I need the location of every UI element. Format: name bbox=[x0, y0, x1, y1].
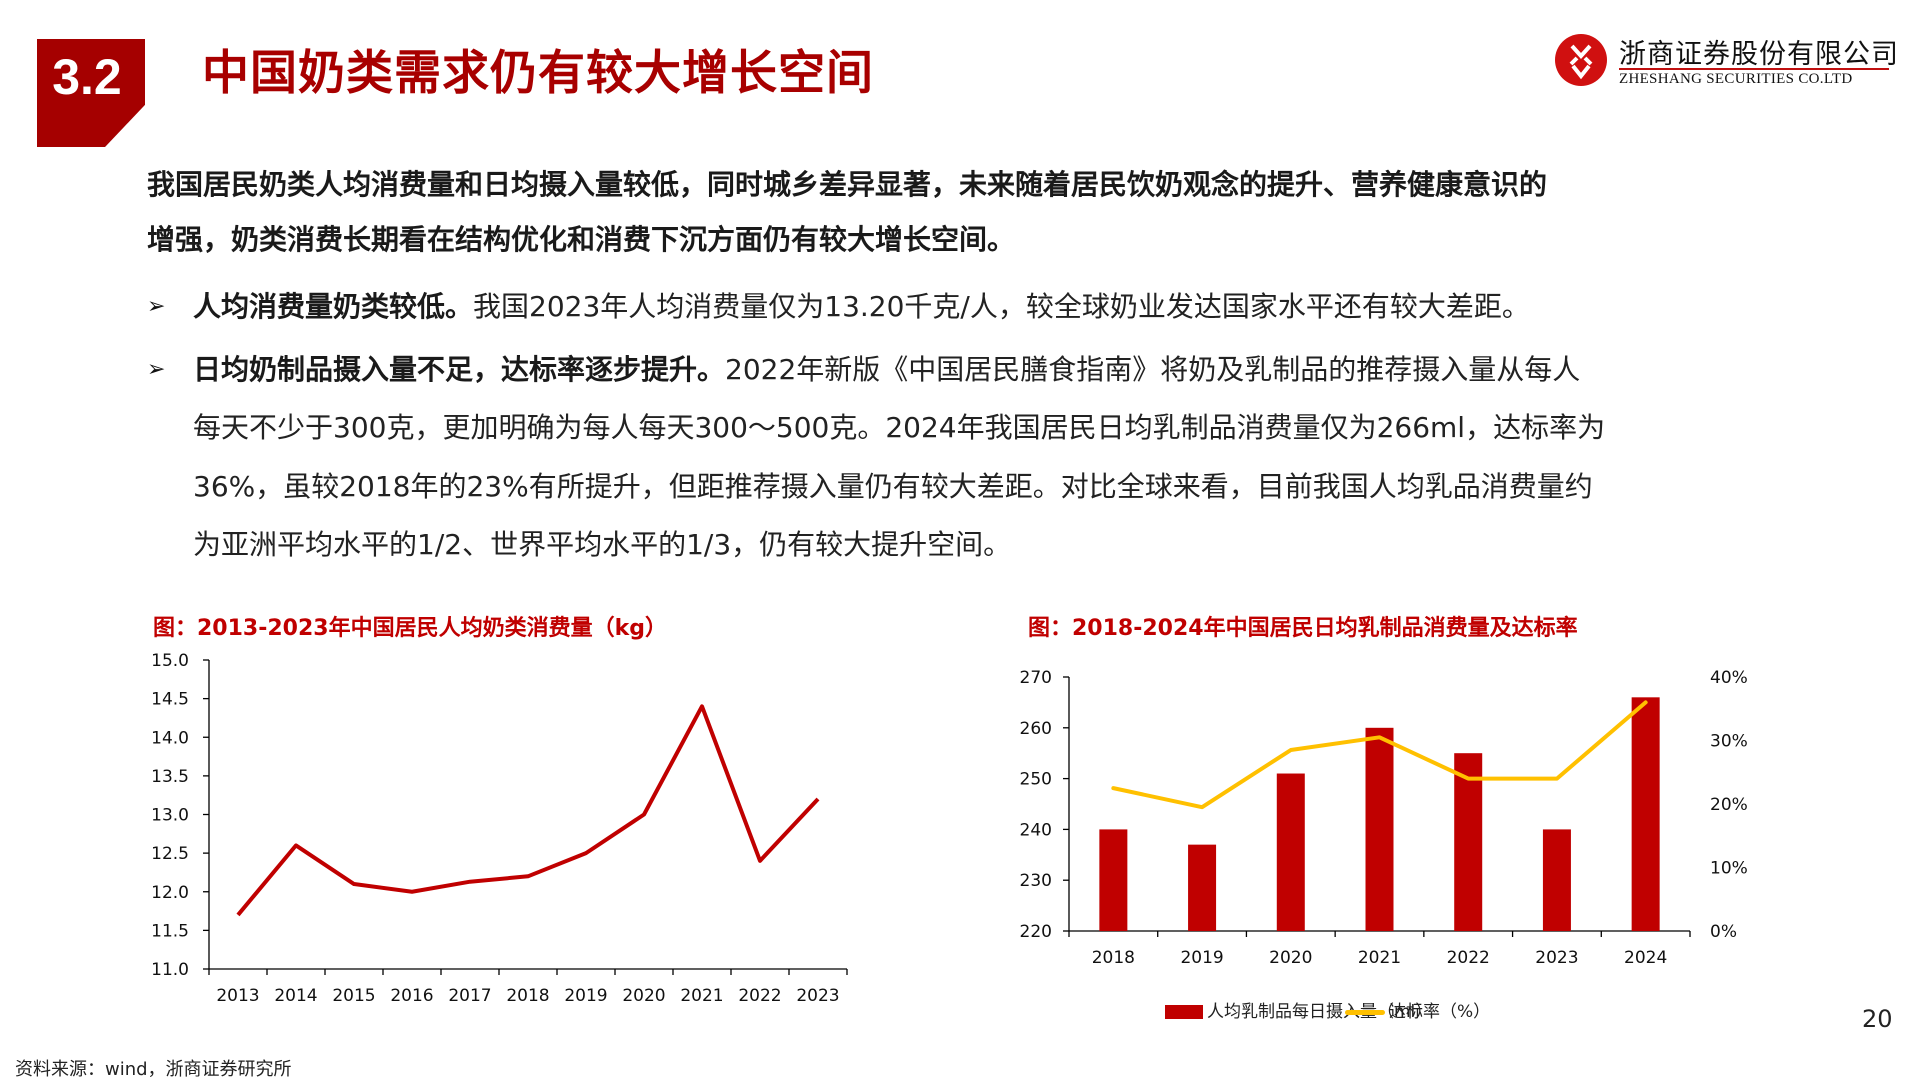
bullet-continuation: 36%，虽较2018年的23%有所提升，但距推荐摄入量仍有较大差距。对比全球来看… bbox=[193, 470, 1593, 503]
intake-bar bbox=[1188, 844, 1217, 931]
summary-line-1: 我国居民奶类人均消费量和日均摄入量较低，同时城乡差异显著，未来随着居民饮奶观念的… bbox=[147, 168, 1548, 201]
x-tick-label: 2020 bbox=[622, 986, 665, 1006]
bullet-continuation: 每天不少于300克，更加明确为每人每天300～500克。2024年我国居民日均乳… bbox=[193, 411, 1606, 444]
compliance-rate-line bbox=[1111, 700, 1648, 810]
y2-tick-label: 0% bbox=[1710, 922, 1737, 942]
logo-company-name-en: ZHESHANG SECURITIES CO.LTD bbox=[1619, 71, 1853, 87]
y-tick-label: 13.0 bbox=[151, 806, 189, 826]
y2-tick-label: 20% bbox=[1710, 795, 1748, 815]
x-tick-label: 2023 bbox=[1535, 948, 1578, 968]
x-tick-label: 2022 bbox=[738, 986, 781, 1006]
bullet-text: 我国2023年人均消费量仅为13.20千克/人，较全球奶业发达国家水平还有较大差… bbox=[473, 290, 1530, 323]
x-tick-label: 2020 bbox=[1269, 948, 1312, 968]
x-tick-label: 2021 bbox=[680, 986, 723, 1006]
logo-divider bbox=[1619, 68, 1889, 70]
y-tick-label: 11.0 bbox=[151, 960, 189, 980]
arrow-bullet-icon: ➢ bbox=[147, 294, 166, 319]
consumption-line bbox=[236, 704, 820, 917]
legend-item-bar: 人均乳制品每日摄入量（ml） bbox=[1165, 997, 1432, 1022]
y2-tick-label: 30% bbox=[1710, 732, 1748, 752]
y-tick-label: 240 bbox=[1020, 820, 1052, 840]
x-tick-label: 2019 bbox=[564, 986, 607, 1006]
x-tick-label: 2016 bbox=[390, 986, 433, 1006]
section-number-badge: 3.2 bbox=[37, 39, 145, 147]
chart-title-consumption: 图：2013-2023年中国居民人均奶类消费量（kg） bbox=[153, 616, 667, 641]
x-tick-label: 2022 bbox=[1447, 948, 1490, 968]
x-tick-label: 2021 bbox=[1358, 948, 1401, 968]
page-title: 中国奶类需求仍有较大增长空间 bbox=[202, 46, 874, 101]
y2-tick-label: 40% bbox=[1710, 668, 1748, 688]
y-tick-label: 15.0 bbox=[151, 651, 189, 671]
intake-bar bbox=[1542, 829, 1571, 931]
x-tick-label: 2014 bbox=[274, 986, 317, 1006]
y-tick-label: 220 bbox=[1020, 922, 1052, 942]
intake-bar bbox=[1099, 829, 1128, 931]
legend-label: 达标率（%） bbox=[1389, 1002, 1491, 1022]
chart-title-dairy-intake: 图：2018-2024年中国居民日均乳制品消费量及达标率 bbox=[1028, 616, 1578, 641]
logo-emblem-icon bbox=[1555, 34, 1607, 86]
section-number: 3.2 bbox=[52, 49, 122, 105]
intake-bar bbox=[1454, 753, 1483, 931]
y-tick-label: 270 bbox=[1020, 668, 1052, 688]
y-tick-label: 12.5 bbox=[151, 844, 189, 864]
y-tick-label: 14.0 bbox=[151, 728, 189, 748]
x-tick-label: 2018 bbox=[1092, 948, 1135, 968]
bullet-item: ➢ 日均奶制品摄入量不足，达标率逐步提升。2022年新版《中国居民膳食指南》将奶… bbox=[147, 350, 1807, 390]
logo-company-name-cn: 浙商证券股份有限公司 bbox=[1619, 39, 1899, 70]
y2-tick-label: 10% bbox=[1710, 859, 1748, 879]
x-tick-label: 2015 bbox=[332, 986, 375, 1006]
legend-line-swatch bbox=[1345, 1009, 1385, 1015]
intake-bar bbox=[1631, 697, 1660, 931]
bullet-heading: 日均奶制品摄入量不足，达标率逐步提升。 bbox=[193, 353, 726, 386]
source-note: 资料来源：wind，浙商证券研究所 bbox=[15, 1059, 292, 1080]
legend-bar-swatch bbox=[1165, 1005, 1203, 1019]
arrow-bullet-icon: ➢ bbox=[147, 357, 166, 382]
y-tick-label: 250 bbox=[1020, 770, 1052, 790]
x-tick-label: 2013 bbox=[216, 986, 259, 1006]
intake-bar bbox=[1276, 773, 1305, 931]
y-tick-label: 14.5 bbox=[151, 690, 189, 710]
y-tick-label: 11.5 bbox=[151, 921, 189, 941]
bullet-continuation: 为亚洲平均水平的1/2、世界平均水平的1/3，仍有较大提升空间。 bbox=[193, 528, 1012, 561]
bullet-item: ➢ 人均消费量奶类较低。我国2023年人均消费量仅为13.20千克/人，较全球奶… bbox=[147, 287, 1807, 327]
company-logo: 浙商证券股份有限公司 ZHESHANG SECURITIES CO.LTD bbox=[1555, 32, 1898, 92]
y-tick-label: 13.5 bbox=[151, 767, 189, 787]
x-tick-label: 2018 bbox=[506, 986, 549, 1006]
x-tick-label: 2019 bbox=[1180, 948, 1223, 968]
page-number: 20 bbox=[1862, 1005, 1893, 1033]
legend-item-line: 达标率（%） bbox=[1345, 997, 1490, 1022]
y-tick-label: 260 bbox=[1020, 719, 1052, 739]
intake-bar bbox=[1365, 727, 1394, 931]
x-tick-label: 2024 bbox=[1624, 948, 1667, 968]
bullet-heading: 人均消费量奶类较低。 bbox=[193, 290, 474, 323]
y-tick-label: 12.0 bbox=[151, 883, 189, 903]
summary-line-2: 增强，奶类消费长期看在结构优化和消费下沉方面仍有较大增长空间。 bbox=[147, 223, 1016, 256]
x-tick-label: 2017 bbox=[448, 986, 491, 1006]
legend-label: 人均乳制品每日摄入量（ml） bbox=[1207, 1002, 1433, 1022]
x-tick-label: 2023 bbox=[796, 986, 839, 1006]
bullet-text: 2022年新版《中国居民膳食指南》将奶及乳制品的推荐摄入量从每人 bbox=[725, 353, 1581, 386]
y-tick-label: 230 bbox=[1020, 871, 1052, 891]
